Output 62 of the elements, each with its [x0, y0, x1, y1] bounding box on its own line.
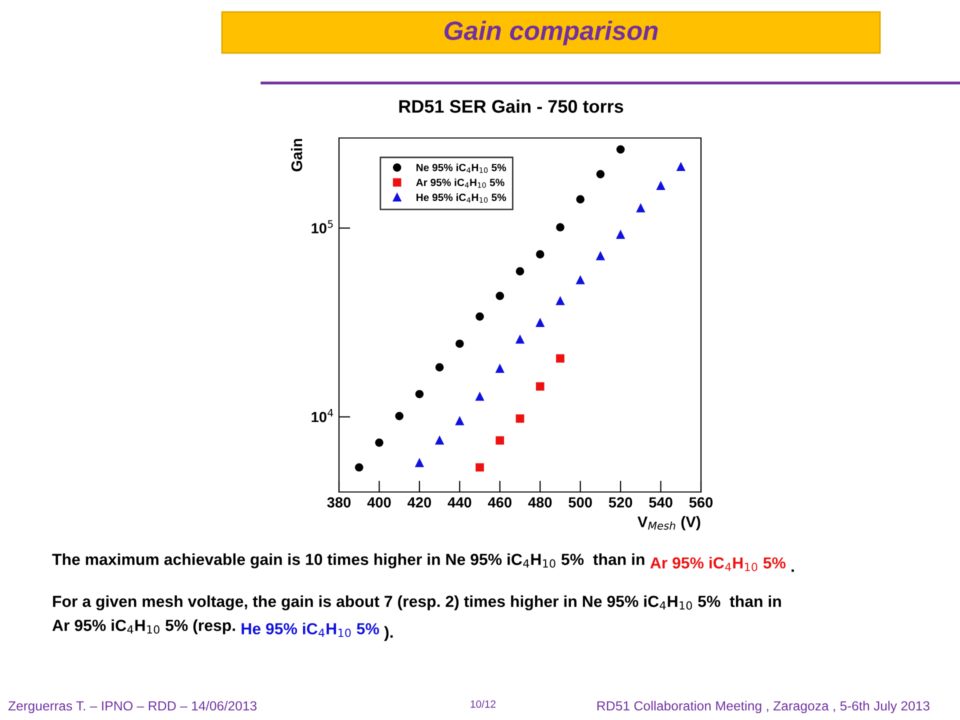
point	[476, 463, 484, 472]
point	[656, 182, 665, 190]
y-tick-label: 10$^{4}$	[312, 409, 334, 422]
legend-label: Ne 95% iC$_{4}$H$_{10}$ 5%	[416, 164, 506, 173]
point	[516, 267, 524, 276]
point	[596, 252, 605, 260]
x-tick-label: 420	[408, 497, 432, 508]
x-tick-label: 560	[689, 497, 713, 508]
point	[456, 340, 464, 348]
point	[616, 145, 625, 154]
y-axis-title: Gain	[291, 138, 302, 172]
point	[536, 318, 544, 327]
point	[496, 364, 504, 373]
point	[516, 335, 524, 344]
legend-label: He 95% iC$_{4}$H$_{10}$ 5%	[416, 193, 506, 203]
chart-subtitle: RD51 SER Gain - 750 torrs	[399, 100, 624, 113]
point	[415, 458, 424, 468]
point	[476, 392, 484, 401]
point	[556, 354, 564, 363]
x-axis-title: V$_{Mesh}$ (V)	[638, 516, 700, 530]
text: The maximum achievable gain is 10 times higher in Ne 95% iC$_{4}$H$_{10}$ 5% than in	[52, 553, 644, 568]
legend-label: Ar 95% iC$_{4}$H$_{10}$ 5%	[416, 178, 504, 188]
text: ).	[384, 626, 393, 641]
point	[556, 223, 564, 232]
point	[536, 250, 544, 258]
text: 10/12	[470, 700, 496, 708]
x-tick-label: 540	[649, 497, 672, 508]
x-tick-label: 380	[327, 497, 351, 508]
point	[616, 230, 625, 239]
point	[435, 436, 444, 445]
text: Zerguerras T. – IPNO – RDD – 14/06/2013	[8, 700, 257, 714]
x-tick-label: 440	[448, 497, 472, 508]
x-tick-label: 500	[568, 497, 592, 508]
point	[415, 390, 424, 398]
point	[516, 414, 524, 423]
point	[536, 382, 544, 391]
point	[596, 170, 605, 178]
x-tick-label: 460	[488, 497, 512, 508]
x-tick-label: 480	[528, 497, 552, 508]
point	[435, 363, 444, 372]
chart-title: Gain comparison	[444, 20, 658, 46]
text: Ar 95% iC$_{4}$H$_{10}$ 5% (resp.	[52, 619, 235, 634]
point	[576, 276, 584, 284]
text: Ar 95% iC$_{4}$H$_{10}$ 5%	[650, 556, 786, 572]
x-tick-label: 400	[367, 497, 391, 508]
point	[456, 416, 464, 426]
point	[576, 195, 584, 204]
point	[676, 162, 686, 172]
point	[636, 204, 645, 212]
text: For a given mesh voltage, the gain is about 7 (resp. 2) times higher in Ne 95% iC$_{4}$H$_{10}$ 5% than in	[53, 595, 781, 610]
x-tick-label: 520	[608, 497, 632, 508]
point	[496, 436, 504, 445]
point	[496, 292, 504, 300]
point	[395, 412, 404, 420]
point	[556, 296, 564, 306]
text: He 95% iC$_{4}$H$_{10}$ 5%	[242, 622, 380, 638]
point	[354, 463, 364, 472]
point	[476, 312, 484, 321]
text: .	[792, 569, 794, 572]
text: RD51 Collaboration Meeting , Zaragoza , 5-6th July 2013	[597, 700, 930, 714]
point	[375, 438, 384, 447]
y-tick-label: 10$^{5}$	[312, 220, 333, 234]
